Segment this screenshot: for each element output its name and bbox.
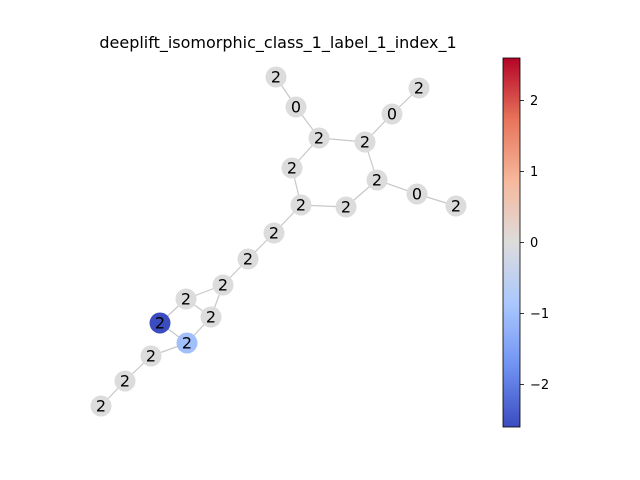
graph-node: 2 [445, 195, 467, 217]
graph-node: 2 [212, 274, 234, 296]
graph-node: 2 [200, 306, 222, 328]
node-label: 2 [269, 224, 279, 243]
graph-node: 2 [90, 395, 112, 417]
node-label: 2 [182, 334, 192, 353]
node-label: 2 [287, 159, 297, 178]
graph-node: 2 [408, 77, 430, 99]
node-circle [308, 127, 330, 149]
graph-node: 2 [265, 66, 287, 88]
node-circle [285, 96, 307, 118]
node-label: 2 [243, 250, 253, 269]
graph-node: 2 [175, 288, 197, 310]
graph-node: 2 [281, 157, 303, 179]
node-label: 2 [314, 129, 324, 148]
node-circle [175, 288, 197, 310]
node-label: 2 [271, 68, 281, 87]
graph-node: 2 [237, 248, 259, 270]
graph-node: 2 [114, 370, 136, 392]
node-label: 0 [412, 185, 422, 204]
graph-node: 0 [406, 183, 428, 205]
colorbar-gradient [502, 57, 521, 428]
colorbar-tick-label: −2 [530, 378, 549, 393]
node-circle [176, 332, 198, 354]
graph-node: 2 [366, 169, 388, 191]
node-label: 2 [414, 79, 424, 98]
graph-node: 2 [354, 131, 376, 153]
node-circle [90, 395, 112, 417]
node-circle [354, 131, 376, 153]
graph-node: 2 [140, 345, 162, 367]
node-label: 2 [341, 198, 351, 217]
node-circle [366, 169, 388, 191]
node-circle [140, 345, 162, 367]
node-circle [237, 248, 259, 270]
chart-title: deeplift_isomorphic_class_1_label_1_inde… [99, 33, 457, 52]
colorbar-tick-label: 2 [530, 94, 538, 109]
node-label: 2 [360, 133, 370, 152]
node-circle [381, 103, 403, 125]
graph-node: 2 [308, 127, 330, 149]
node-circle [406, 183, 428, 205]
colorbar-tick-label: 0 [530, 236, 538, 251]
graph-node: 2 [176, 332, 198, 354]
graph-node: 0 [285, 96, 307, 118]
node-label: 2 [181, 290, 191, 309]
graph-node: 2 [149, 312, 171, 334]
colorbar-tick-label: −1 [530, 307, 549, 322]
node-label: 2 [155, 314, 165, 333]
node-circle [290, 194, 312, 216]
node-label: 2 [96, 397, 106, 416]
node-label: 2 [296, 196, 306, 215]
node-circle [265, 66, 287, 88]
node-circle [335, 196, 357, 218]
node-circle [445, 195, 467, 217]
node-label: 2 [451, 197, 461, 216]
node-circle [114, 370, 136, 392]
node-label: 0 [291, 98, 301, 117]
colorbar-tick-label: 1 [530, 165, 538, 180]
graph-node: 0 [381, 103, 403, 125]
node-circle [212, 274, 234, 296]
node-circle [149, 312, 171, 334]
node-label: 2 [218, 276, 228, 295]
graph-node: 2 [263, 222, 285, 244]
node-label: 2 [120, 372, 130, 391]
colorbar: 2 1 0 −1 −2 [502, 57, 549, 428]
node-circle [281, 157, 303, 179]
node-label: 2 [146, 347, 156, 366]
node-circle [200, 306, 222, 328]
node-circle [408, 77, 430, 99]
node-label: 0 [387, 105, 397, 124]
node-label: 2 [206, 308, 216, 327]
node-label: 2 [372, 171, 382, 190]
node-circle [263, 222, 285, 244]
graph-node: 2 [290, 194, 312, 216]
graph-node: 2 [335, 196, 357, 218]
